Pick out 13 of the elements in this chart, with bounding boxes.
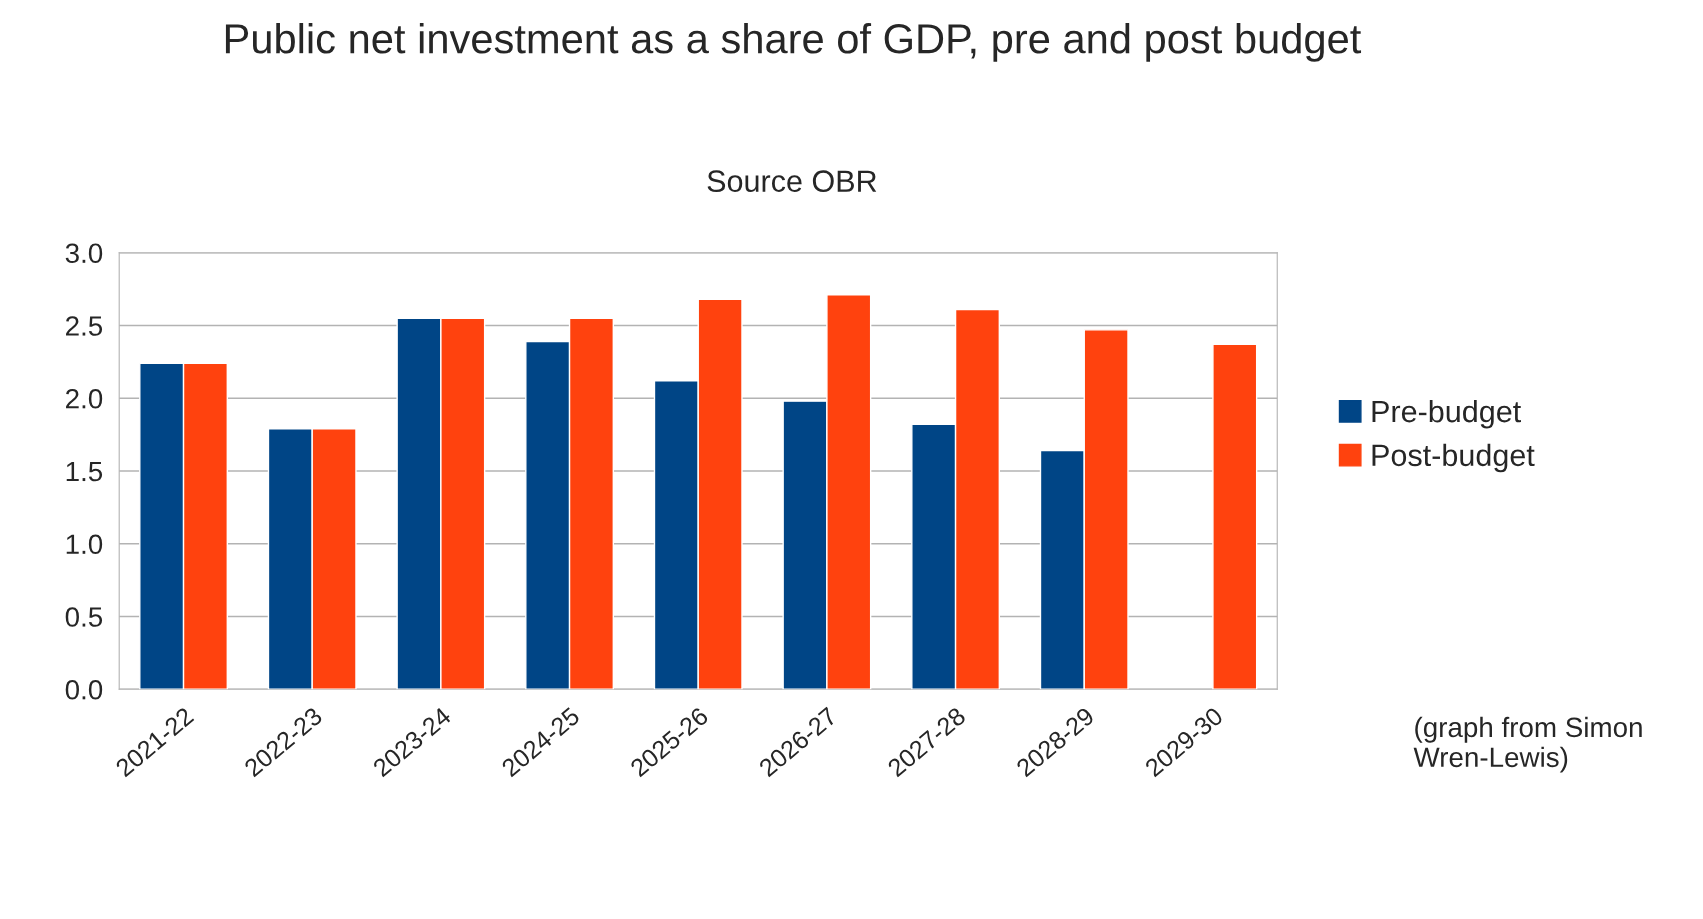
chart-subtitle: Source OBR	[707, 170, 877, 192]
y-tick-label: 0.0	[65, 679, 103, 700]
y-tick-label: 1.5	[66, 461, 103, 482]
y-tick-label: 2.5	[66, 316, 103, 336]
legend-label: Post-budget	[1372, 443, 1535, 473]
text: (graph from Simon Wren-Lewis)	[1413, 716, 1642, 773]
y-tick-label: 3.0	[65, 243, 103, 264]
y-tick-label: 1.0	[66, 534, 103, 555]
chart-title: Public net investment as a share of GDP, pre and post budget	[225, 22, 1362, 62]
legend-label: Pre-budget	[1372, 399, 1521, 429]
bar	[1212, 343, 1258, 690]
y-tick-label: 0.5	[65, 607, 103, 627]
y-tick-label: 2.0	[66, 388, 103, 409]
